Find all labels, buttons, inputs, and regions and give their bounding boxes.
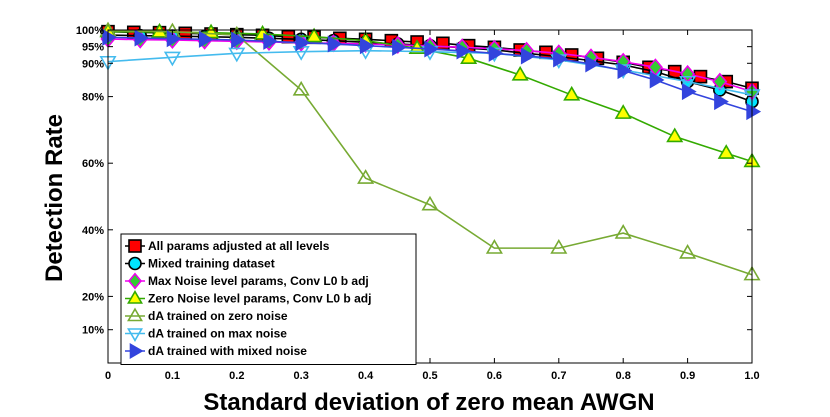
series-line (107, 29, 753, 276)
data-point (511, 65, 529, 81)
series-line (107, 30, 753, 163)
y-axis-ticks: 10% 20% 40% 60% 80% 90% 95% 100% (76, 25, 752, 337)
data-point (617, 62, 633, 80)
legend-label: All params adjusted at all levels (148, 239, 330, 253)
series-7 (102, 28, 762, 121)
data-point (681, 83, 697, 101)
data-point (357, 169, 375, 184)
x-tick-label: 0.7 (551, 370, 566, 382)
data-point (563, 85, 581, 101)
data-point (488, 44, 504, 62)
data-point (292, 80, 310, 96)
legend-marker (127, 328, 143, 342)
legend-label: Zero Noise level params, Conv L0 b adj (148, 292, 371, 306)
legend-marker (129, 343, 144, 359)
x-axis-ticks: 0 0.1 0.2 0.3 0.4 0.5 0.6 0.7 0.8 0.9 1.0 (105, 30, 760, 382)
data-point (163, 51, 181, 67)
legend-label: dA trained on zero noise (148, 309, 288, 323)
data-point (327, 35, 343, 53)
y-tick-label: 100% (76, 25, 104, 37)
data-point (408, 39, 426, 54)
legend-label: dA trained on max noise (148, 327, 287, 341)
x-tick-label: 1.0 (744, 370, 759, 382)
y-tick-label: 80% (82, 92, 104, 104)
legend-marker (127, 290, 143, 304)
data-point (649, 71, 665, 89)
y-tick-label: 60% (82, 158, 104, 170)
data-point (392, 38, 407, 56)
legend-marker (127, 272, 143, 290)
x-tick-label: 0 (105, 370, 111, 382)
y-tick-label: 40% (82, 225, 104, 237)
data-point (520, 47, 536, 65)
x-tick-label: 0.1 (165, 370, 180, 382)
data-point (281, 29, 296, 44)
data-point (679, 244, 697, 259)
data-point (263, 32, 279, 50)
data-point (228, 47, 246, 63)
data-point (102, 28, 118, 46)
y-tick-label: 10% (82, 325, 104, 337)
data-point (424, 40, 440, 58)
data-point (295, 34, 311, 52)
data-point (553, 50, 568, 68)
legend-marker (128, 239, 142, 253)
y-tick-label: 90% (82, 58, 104, 70)
data-point (421, 195, 439, 211)
data-point (614, 104, 632, 119)
data-point (614, 224, 632, 239)
data-point (456, 42, 472, 60)
data-point (436, 36, 450, 51)
data-point (198, 30, 214, 48)
data-point (714, 93, 729, 111)
legend-label: Mixed training dataset (148, 257, 275, 271)
y-tick-label: 95% (82, 42, 104, 54)
y-axis-label: Detection Rate (41, 114, 68, 282)
data-point (585, 55, 601, 73)
x-tick-label: 0.6 (487, 370, 502, 382)
x-tick-label: 0.4 (358, 370, 374, 382)
data-point (485, 239, 503, 254)
data-point (305, 27, 323, 43)
legend-label: dA trained with mixed noise (148, 344, 307, 358)
data-point (746, 103, 762, 121)
legend-marker (128, 256, 142, 271)
x-tick-label: 0.5 (422, 370, 437, 382)
legend: All params adjusted at all levels Mixed t… (120, 233, 417, 365)
x-tick-label: 0.8 (616, 370, 631, 382)
data-point (679, 75, 697, 91)
legend-box (120, 233, 417, 365)
data-point (712, 72, 728, 91)
x-axis-label: Standard deviation of zero mean AWGN (203, 389, 654, 416)
data-point (666, 127, 684, 143)
data-point (166, 30, 182, 48)
data-point (717, 144, 735, 159)
legend-label: Max Noise level params, Conv L0 b adj (148, 274, 369, 288)
chart-series-layer (99, 21, 762, 281)
data-point (550, 239, 568, 254)
x-tick-label: 0.3 (294, 370, 309, 382)
data-point (460, 49, 478, 64)
legend-marker (127, 307, 143, 322)
data-point (231, 31, 246, 49)
data-point (359, 37, 375, 55)
x-tick-label: 0.9 (680, 370, 695, 382)
data-point (134, 29, 150, 47)
x-tick-label: 0.2 (229, 370, 244, 382)
y-tick-label: 20% (82, 291, 104, 303)
